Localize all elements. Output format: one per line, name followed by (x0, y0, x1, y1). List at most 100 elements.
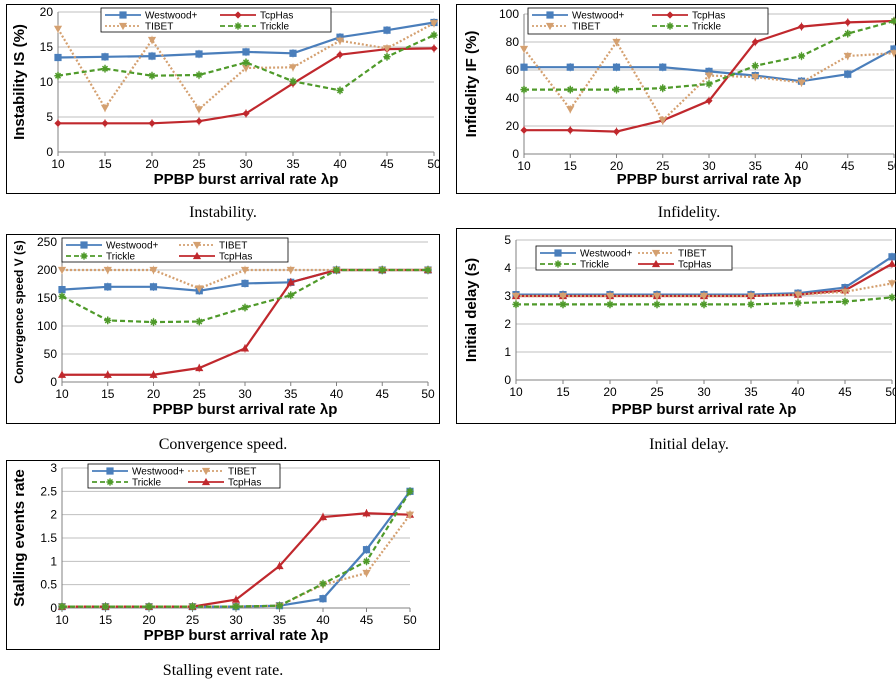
data-point (287, 291, 295, 299)
caption-stalling-events: Stalling event rate. (162, 662, 284, 679)
x-axis-label: PPBP burst arrival rate λp (617, 171, 802, 188)
y-tick-label: 250 (37, 235, 57, 249)
legend-label: TIBET (678, 249, 706, 260)
legend-label: Trickle (106, 252, 136, 263)
y-axis-label: Instability IS (%) (11, 24, 28, 140)
data-point (520, 63, 528, 71)
x-tick-label: 50 (421, 387, 435, 401)
data-point (558, 292, 568, 301)
x-tick-label: 15 (101, 387, 115, 401)
x-tick-label: 10 (517, 159, 531, 173)
data-point (149, 266, 158, 275)
x-tick-label: 20 (610, 159, 624, 173)
legend-box (61, 237, 289, 263)
legend-marker (119, 11, 127, 19)
data-point (195, 50, 203, 58)
y-tick-label: 1 (504, 345, 511, 359)
legend-label: TIBET (145, 22, 173, 33)
data-point (103, 266, 112, 275)
data-point (889, 50, 896, 58)
y-tick-label: 10 (40, 75, 54, 89)
data-point (194, 106, 204, 114)
y-tick-label: 150 (37, 291, 57, 305)
x-tick-label: 30 (697, 385, 711, 399)
data-point (751, 38, 759, 46)
y-tick-label: 2 (504, 317, 511, 331)
y-tick-label: 0 (504, 373, 511, 387)
x-tick-label: 40 (316, 613, 330, 627)
data-point (241, 303, 249, 312)
legend-label: Westwood+ (106, 241, 159, 252)
x-tick-label: 15 (556, 385, 570, 399)
y-tick-label: 1.5 (40, 531, 57, 545)
data-point (566, 63, 574, 71)
legend-box (527, 7, 769, 35)
data-point (288, 64, 298, 72)
data-point (382, 45, 392, 53)
y-tick-label: 0 (50, 601, 57, 615)
chart-stalling-events: 0 0.5 1 1.5 2 2.5 3 10 15 20 25 30 35 40 45 50 PPBP burs… (6, 460, 440, 650)
legend-marker (666, 11, 674, 19)
data-point (335, 37, 345, 45)
legend-label: Trickle (260, 22, 290, 33)
data-point (793, 291, 803, 299)
x-tick-label: 45 (841, 159, 855, 173)
legend-label: TcpHas (260, 11, 293, 22)
data-point (424, 266, 432, 274)
legend-label: TcpHas (692, 11, 725, 22)
data-point (336, 51, 344, 59)
data-point (844, 18, 852, 26)
y-tick-label: 200 (37, 263, 57, 277)
x-tick-label: 35 (286, 157, 300, 171)
y-tick-label: 0.5 (40, 578, 57, 592)
data-point (659, 63, 667, 71)
legend-label: TcpHas (228, 478, 261, 489)
data-point (406, 487, 414, 495)
x-axis-label: PPBP burst arrival rate λp (154, 171, 339, 188)
legend-box (100, 7, 332, 33)
data-point (844, 70, 852, 78)
x-tick-label: 50 (427, 157, 440, 171)
x-tick-label: 30 (238, 387, 252, 401)
legend-label: Westwood+ (145, 11, 198, 22)
x-tick-label: 40 (795, 159, 809, 173)
legend: Westwood+ TIBET Trickle TcpHas (61, 237, 289, 263)
x-tick-label: 25 (193, 387, 207, 401)
series-trickle (58, 487, 414, 611)
data-point (705, 97, 713, 105)
data-point (704, 72, 714, 80)
caption-instability: Instability. (189, 204, 257, 221)
data-point (797, 52, 806, 60)
x-axis-label: PPBP burst arrival rate λp (153, 401, 338, 418)
x-axis-label: PPBP burst arrival rate λp (144, 627, 329, 644)
x-tick-label: 20 (147, 387, 161, 401)
legend-label: Westwood+ (132, 467, 185, 478)
data-point (840, 288, 850, 296)
caption-infidelity: Infidelity. (657, 204, 721, 221)
data-point (54, 72, 62, 80)
x-tick-label: 10 (51, 157, 65, 171)
legend-label: TcpHas (678, 260, 711, 271)
series-line (62, 490, 411, 608)
y-tick-label: 5 (504, 233, 511, 247)
x-tick-label: 20 (142, 613, 156, 627)
chart-frame (6, 4, 440, 194)
data-point (612, 38, 621, 47)
data-point (890, 45, 896, 53)
legend: Westwood+ TcpHas TIBET Trickle (527, 7, 769, 35)
data-point (148, 52, 156, 60)
x-tick-label: 30 (702, 159, 716, 173)
legend-label: Trickle (580, 260, 610, 271)
y-axis-label: Initial delay (s) (463, 258, 480, 362)
data-point (653, 300, 661, 308)
data-point (319, 595, 327, 603)
legend-marker (234, 22, 242, 30)
data-point (797, 79, 806, 87)
x-tick-label: 40 (333, 157, 347, 171)
x-tick-label: 35 (284, 387, 298, 401)
x-tick-label: 15 (564, 159, 578, 173)
caption-convergence-speed: Convergence speed. (158, 436, 288, 453)
x-tick-label: 45 (376, 387, 390, 401)
x-tick-label: 45 (380, 157, 394, 171)
